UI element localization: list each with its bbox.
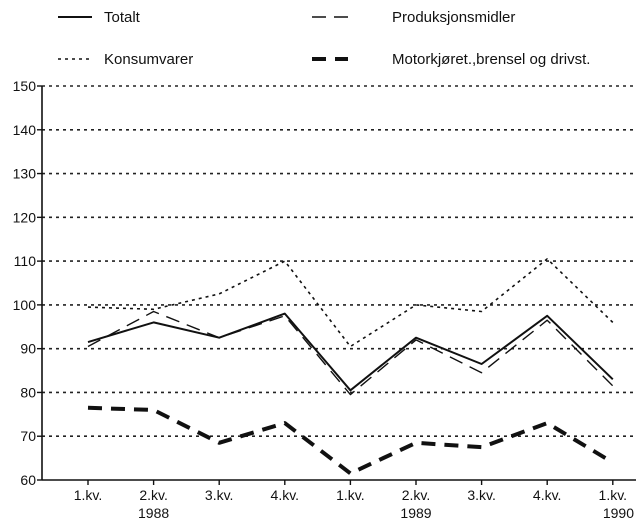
y-axis-ticks: 60 70 80 90 100 110 120 130 140 150 [13, 78, 42, 488]
legend-label-motorkjoret-brensel-og-drivst: Motorkjøret.,brensel og drivst. [392, 51, 590, 68]
x-tick-label: 1.kv. [336, 487, 365, 503]
series-line-konsumvarer [87, 258, 614, 348]
x-axis-ticks: 1.kv. 2.kv. 3.kv. 4.kv. 1.kv. 2.kv. 3.kv. 4.kv.… [74, 480, 634, 521]
y-tick-label: 60 [20, 472, 36, 488]
legend: Totalt Produksjonsmidler Konsumvarer Motork… [58, 9, 590, 68]
x-year-label: 1989 [400, 505, 431, 521]
series-line-motorkjoret-brensel-og-drivst [87, 405, 614, 476]
series-group [87, 258, 614, 476]
x-tick-label: 1.kv. [599, 487, 628, 503]
y-tick-label: 140 [13, 122, 37, 138]
x-tick-label: 3.kv. [205, 487, 234, 503]
y-tick-label: 150 [13, 78, 37, 94]
series-line-totalt [87, 312, 614, 392]
x-tick-label: 1.kv. [74, 487, 103, 503]
y-tick-label: 120 [13, 209, 37, 225]
y-tick-label: 100 [13, 297, 37, 313]
gridlines [42, 85, 636, 438]
y-tick-label: 90 [20, 341, 36, 357]
legend-label-totalt: Totalt [104, 9, 141, 26]
x-tick-label: 3.kv. [467, 487, 496, 503]
axes [41, 86, 636, 481]
y-tick-label: 110 [14, 253, 37, 269]
legend-label-konsumvarer: Konsumvarer [104, 51, 193, 68]
y-tick-label: 130 [13, 166, 37, 182]
x-tick-label: 2.kv. [402, 487, 431, 503]
y-tick-label: 80 [20, 384, 36, 400]
series-line-produksjonsmidler [87, 310, 614, 396]
y-tick-label: 70 [20, 428, 36, 444]
x-year-label: 1988 [138, 505, 169, 521]
x-tick-label: 4.kv. [271, 487, 300, 503]
x-tick-label: 4.kv. [533, 487, 562, 503]
x-tick-label: 2.kv. [139, 487, 168, 503]
x-year-label: 1990 [603, 505, 634, 521]
legend-label-produksjonsmidler: Produksjonsmidler [392, 9, 515, 26]
